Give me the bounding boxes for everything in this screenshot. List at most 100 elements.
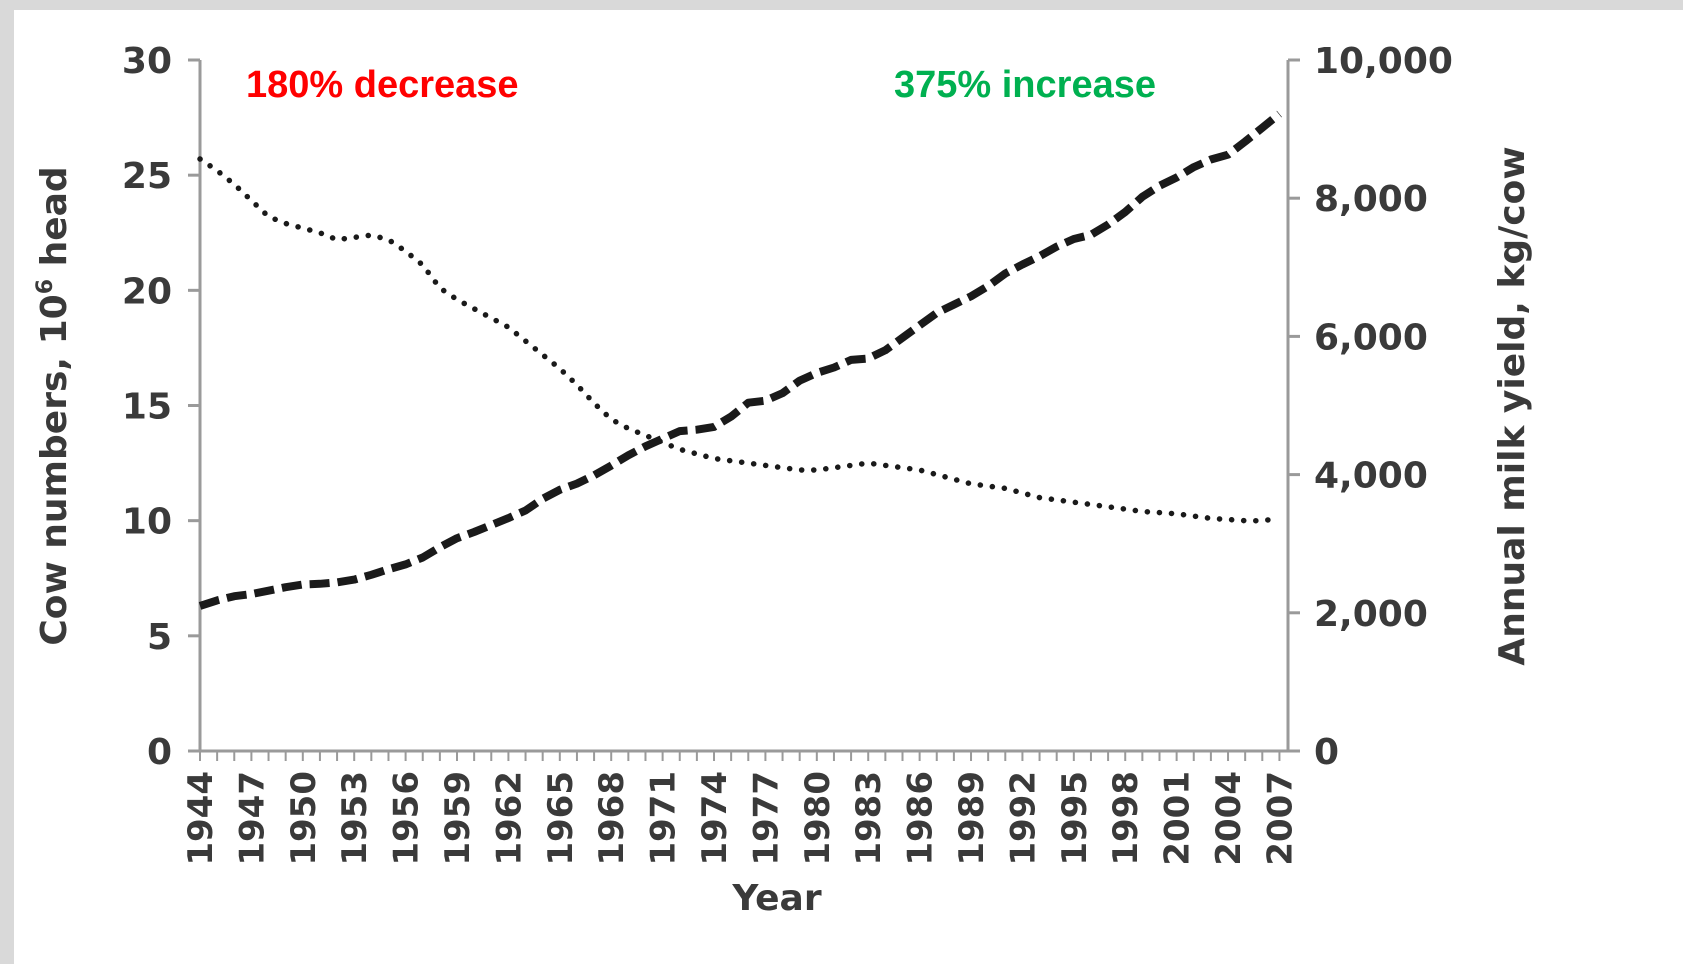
data-point-cow-numbers bbox=[902, 467, 903, 468]
data-point-cow-numbers bbox=[1142, 511, 1143, 512]
left-tick-label: 5 bbox=[147, 617, 172, 658]
x-tick-label: 1998 bbox=[1106, 771, 1146, 866]
x-tick-label: 1950 bbox=[284, 771, 324, 866]
right-tick-label: 4,000 bbox=[1314, 456, 1428, 497]
x-tick-label: 1980 bbox=[798, 771, 838, 866]
x-tick-label: 2001 bbox=[1158, 771, 1198, 866]
data-point-milk-yield bbox=[936, 312, 937, 313]
right-ticks-group: 0 2,000 4,000 6,000 8,000 10,000 bbox=[1288, 41, 1453, 773]
data-point-milk-yield bbox=[1039, 256, 1040, 257]
x-tick-label: 2004 bbox=[1209, 771, 1249, 866]
left-tick-label: 25 bbox=[122, 156, 172, 197]
data-point-milk-yield bbox=[337, 582, 338, 583]
data-point-milk-yield bbox=[1091, 234, 1092, 235]
data-point-cow-numbers bbox=[388, 239, 389, 240]
data-point-cow-numbers bbox=[1091, 504, 1092, 505]
left-tick-label: 30 bbox=[122, 41, 172, 82]
data-point-milk-yield bbox=[388, 569, 389, 570]
data-point-cow-numbers bbox=[251, 200, 252, 201]
data-point-cow-numbers bbox=[1228, 519, 1229, 520]
x-tick-label: 1956 bbox=[387, 771, 427, 866]
data-point-milk-yield bbox=[302, 584, 303, 585]
data-point-milk-yield bbox=[662, 438, 663, 439]
x-tick-label: 1947 bbox=[232, 771, 272, 866]
right-tick-label: 0 bbox=[1314, 732, 1339, 773]
data-point-cow-numbers bbox=[868, 463, 869, 464]
data-point-cow-numbers bbox=[1108, 506, 1109, 507]
data-point-cow-numbers bbox=[268, 216, 269, 217]
data-point-milk-yield bbox=[988, 286, 989, 287]
left-axis-title-sup: 6 bbox=[33, 279, 58, 294]
x-tick-label: 1986 bbox=[901, 771, 941, 866]
data-point-cow-numbers bbox=[1022, 493, 1023, 494]
x-tick-label: 1965 bbox=[541, 771, 581, 866]
data-point-milk-yield bbox=[1159, 185, 1160, 186]
data-point-cow-numbers bbox=[594, 403, 595, 404]
x-tick-label: 1983 bbox=[849, 771, 889, 866]
data-point-cow-numbers bbox=[834, 467, 835, 468]
data-point-cow-numbers bbox=[1056, 499, 1057, 500]
left-axis-title: Cow numbers, 106 head bbox=[33, 166, 75, 645]
x-tick-label: 1989 bbox=[952, 771, 992, 866]
x-tick-label: 1953 bbox=[335, 771, 375, 866]
x-tick-label: 1971 bbox=[644, 771, 684, 866]
data-point-cow-numbers bbox=[1262, 520, 1263, 521]
data-point-milk-yield bbox=[542, 498, 543, 499]
left-axis-title-suffix: head bbox=[34, 166, 75, 279]
data-point-milk-yield bbox=[765, 400, 766, 401]
data-point-cow-numbers bbox=[611, 419, 612, 420]
data-point-cow-numbers bbox=[491, 318, 492, 319]
left-tick-label: 20 bbox=[122, 271, 172, 312]
data-point-cow-numbers bbox=[405, 251, 406, 252]
data-point-milk-yield bbox=[868, 358, 869, 359]
data-point-cow-numbers bbox=[1176, 513, 1177, 514]
data-point-milk-yield bbox=[816, 373, 817, 374]
x-tick-label: 1974 bbox=[695, 771, 735, 866]
data-point-cow-numbers bbox=[782, 467, 783, 468]
data-point-cow-numbers bbox=[302, 228, 303, 229]
data-point-milk-yield bbox=[491, 525, 492, 526]
x-tick-label: 1992 bbox=[1003, 771, 1043, 866]
left-axis-title-main: Cow numbers, 10 bbox=[34, 294, 75, 645]
x-axis-title: Year bbox=[731, 878, 821, 919]
data-point-cow-numbers bbox=[439, 288, 440, 289]
data-point-cow-numbers bbox=[576, 384, 577, 385]
data-point-milk-yield bbox=[439, 547, 440, 548]
right-axis-title: Annual milk yield, kg/cow bbox=[1492, 146, 1533, 665]
x-tick-label: 1977 bbox=[746, 771, 786, 866]
annotation-decrease: 180% decrease bbox=[246, 64, 519, 106]
data-point-cow-numbers bbox=[748, 463, 749, 464]
series-line-milk-yield bbox=[198, 110, 1282, 610]
data-point-cow-numbers bbox=[988, 486, 989, 487]
annotation-increase: 375% increase bbox=[894, 64, 1156, 106]
left-tick-label: 15 bbox=[122, 387, 172, 428]
x-tick-label: 1944 bbox=[181, 771, 221, 866]
data-point-cow-numbers bbox=[936, 474, 937, 475]
right-tick-label: 6,000 bbox=[1314, 317, 1428, 358]
chart-svg: 0 5 10 15 20 25 30 0 2,000 4,000 6,000 8,000 10,000… bbox=[33, 41, 1533, 919]
right-tick-label: 2,000 bbox=[1314, 594, 1428, 635]
x-tick-label: 1962 bbox=[489, 771, 529, 866]
x-ticks-group: 1944 1947 1950 1953 1956 1959 1962 1965 1968 1971… bbox=[181, 751, 1300, 866]
series-group bbox=[197, 110, 1283, 610]
data-point-cow-numbers bbox=[1279, 518, 1280, 519]
left-ticks-group: 0 5 10 15 20 25 30 bbox=[122, 41, 200, 773]
left-tick-label: 10 bbox=[122, 502, 172, 543]
left-tick-label: 0 bbox=[147, 732, 172, 773]
right-tick-label: 8,000 bbox=[1314, 179, 1428, 220]
right-tick-label: 10,000 bbox=[1314, 41, 1453, 82]
data-point-cow-numbers bbox=[217, 170, 218, 171]
x-tick-label: 2007 bbox=[1260, 771, 1300, 866]
data-point-cow-numbers bbox=[337, 239, 338, 240]
x-tick-label: 1959 bbox=[438, 771, 478, 866]
data-point-milk-yield bbox=[251, 594, 252, 595]
x-tick-label: 1995 bbox=[1055, 771, 1095, 866]
axes-group bbox=[198, 60, 1290, 753]
data-point-cow-numbers bbox=[234, 184, 235, 185]
series-line-cow-numbers bbox=[197, 156, 1283, 524]
data-point-cow-numbers bbox=[559, 368, 560, 369]
data-point-cow-numbers bbox=[457, 299, 458, 300]
data-point-cow-numbers bbox=[645, 435, 646, 436]
chart-frame: 0 5 10 15 20 25 30 0 2,000 4,000 6,000 8,000 10,000… bbox=[14, 10, 1683, 964]
data-point-cow-numbers bbox=[1210, 518, 1211, 519]
